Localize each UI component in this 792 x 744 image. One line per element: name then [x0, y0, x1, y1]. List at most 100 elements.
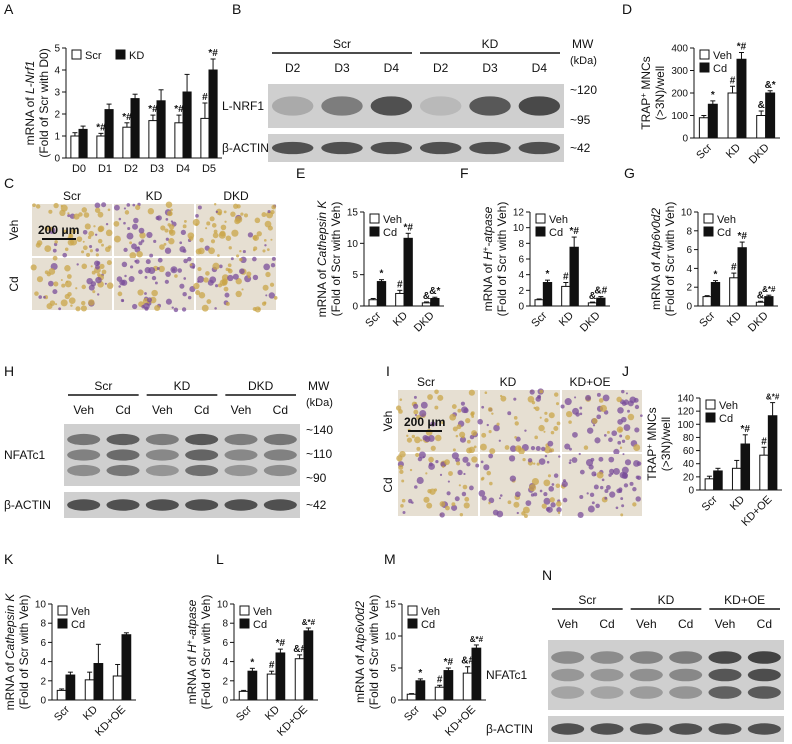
stain-speck	[97, 226, 104, 233]
stain-speck	[406, 434, 409, 438]
western-blot-h: Scr KD DKD Veh Cd Veh Cd Veh Cd MW (kDa) NFATc1 ~140…	[4, 379, 333, 518]
stain-speck	[479, 443, 487, 451]
stain-speck	[93, 225, 96, 228]
bar-kd	[130, 98, 140, 159]
stain-speck	[118, 217, 122, 221]
stain-speck	[596, 392, 601, 397]
chart-d: 0 100 200 300 400 TRAP+ MNCs (>3N)/well * Scr # *#…	[639, 42, 780, 167]
panel-letter-h: H	[4, 363, 14, 379]
stain-speck	[434, 434, 442, 442]
stain-speck	[153, 239, 157, 243]
stain-speck	[539, 416, 542, 419]
y-tick-label: 4	[222, 657, 228, 668]
stain-speck	[35, 204, 41, 209]
stain-speck	[129, 252, 137, 259]
stain-speck	[187, 295, 192, 300]
stain-speck	[89, 249, 93, 253]
blot-group-label: Scr	[333, 37, 351, 51]
stain-speck	[236, 204, 241, 209]
stain-speck	[416, 476, 424, 485]
stain-speck	[207, 279, 214, 286]
stain-speck	[271, 256, 276, 261]
stain-speck	[516, 511, 519, 515]
stain-speck	[60, 204, 63, 208]
bar-veh	[266, 673, 277, 701]
y-tick-label: 0	[352, 302, 358, 313]
significance-mark: &*#	[302, 618, 316, 627]
stain-speck	[169, 224, 175, 230]
significance-mark: #	[731, 262, 737, 273]
stain-speck	[468, 485, 474, 491]
stain-speck	[76, 236, 83, 242]
blot-band	[551, 668, 585, 682]
bar-cd	[713, 470, 723, 491]
blot-strip	[548, 640, 784, 710]
stain-speck	[129, 265, 134, 269]
stain-speck	[126, 203, 131, 207]
stain-speck	[164, 228, 169, 233]
bar-scr	[174, 122, 184, 159]
stain-speck	[148, 266, 156, 275]
blot-strip	[268, 134, 564, 162]
stain-speck	[195, 290, 201, 296]
stain-speck	[104, 282, 107, 285]
micrograph-row-label: Cd	[7, 276, 21, 291]
stain-speck	[452, 426, 458, 432]
mw-unit: (kDa)	[306, 397, 333, 409]
stain-speck	[575, 412, 580, 417]
stain-speck	[411, 501, 414, 504]
blot-band	[469, 141, 511, 155]
stain-speck	[55, 303, 58, 306]
stain-speck	[396, 455, 403, 462]
stain-speck	[215, 208, 223, 215]
legend-label-veh: Veh	[717, 214, 736, 226]
stain-speck	[147, 208, 155, 215]
legend-label-veh: Veh	[719, 400, 738, 412]
stain-speck	[489, 481, 493, 486]
blot-band	[590, 668, 624, 682]
stain-speck	[221, 280, 228, 286]
bar-veh	[462, 672, 473, 701]
stain-speck	[514, 436, 517, 439]
stain-speck	[225, 235, 232, 241]
chart-k: 0 2 4 6 8 10 mRNA of Cathepsin K (Fold of Scr w…	[3, 593, 136, 739]
y-tick-label: 300	[671, 66, 688, 77]
bar-kd	[78, 128, 88, 159]
y-axis-label-line2: (Fold of Scr with Veh)	[663, 202, 677, 317]
legend-swatch-veh	[407, 605, 418, 616]
blot-band	[669, 668, 703, 682]
stain-speck	[95, 276, 102, 284]
stain-speck	[121, 299, 125, 302]
stain-speck	[441, 421, 444, 424]
blot-band	[145, 464, 179, 477]
legend-swatch-cd	[703, 226, 714, 237]
stain-speck	[419, 410, 427, 418]
stain-speck	[81, 207, 88, 213]
stain-speck	[480, 477, 484, 481]
bar-cd	[247, 670, 258, 701]
stain-speck	[579, 469, 585, 475]
stain-speck	[624, 459, 632, 466]
x-tick-label: Scr	[52, 703, 72, 723]
micrograph-column-label: KD	[500, 375, 517, 389]
stain-speck	[589, 492, 595, 498]
bar-scr	[200, 117, 210, 159]
stain-speck	[167, 210, 173, 217]
stain-speck	[538, 458, 546, 465]
stain-speck	[268, 292, 275, 299]
stain-speck	[235, 215, 243, 223]
blot-band	[590, 686, 624, 699]
stain-speck	[611, 472, 614, 476]
stain-speck	[97, 211, 104, 218]
blot-lane-label: Veh	[557, 617, 578, 631]
blot-lane-label: Cd	[194, 403, 209, 417]
stain-speck	[471, 430, 477, 436]
blot-band	[419, 96, 462, 116]
stain-speck	[427, 435, 435, 442]
blot-band	[224, 433, 258, 446]
legend-swatch-veh	[57, 605, 68, 616]
x-tick-label: DKD	[746, 310, 771, 335]
stain-speck	[144, 306, 149, 311]
stain-speck	[591, 501, 595, 505]
blot-band	[419, 141, 462, 155]
